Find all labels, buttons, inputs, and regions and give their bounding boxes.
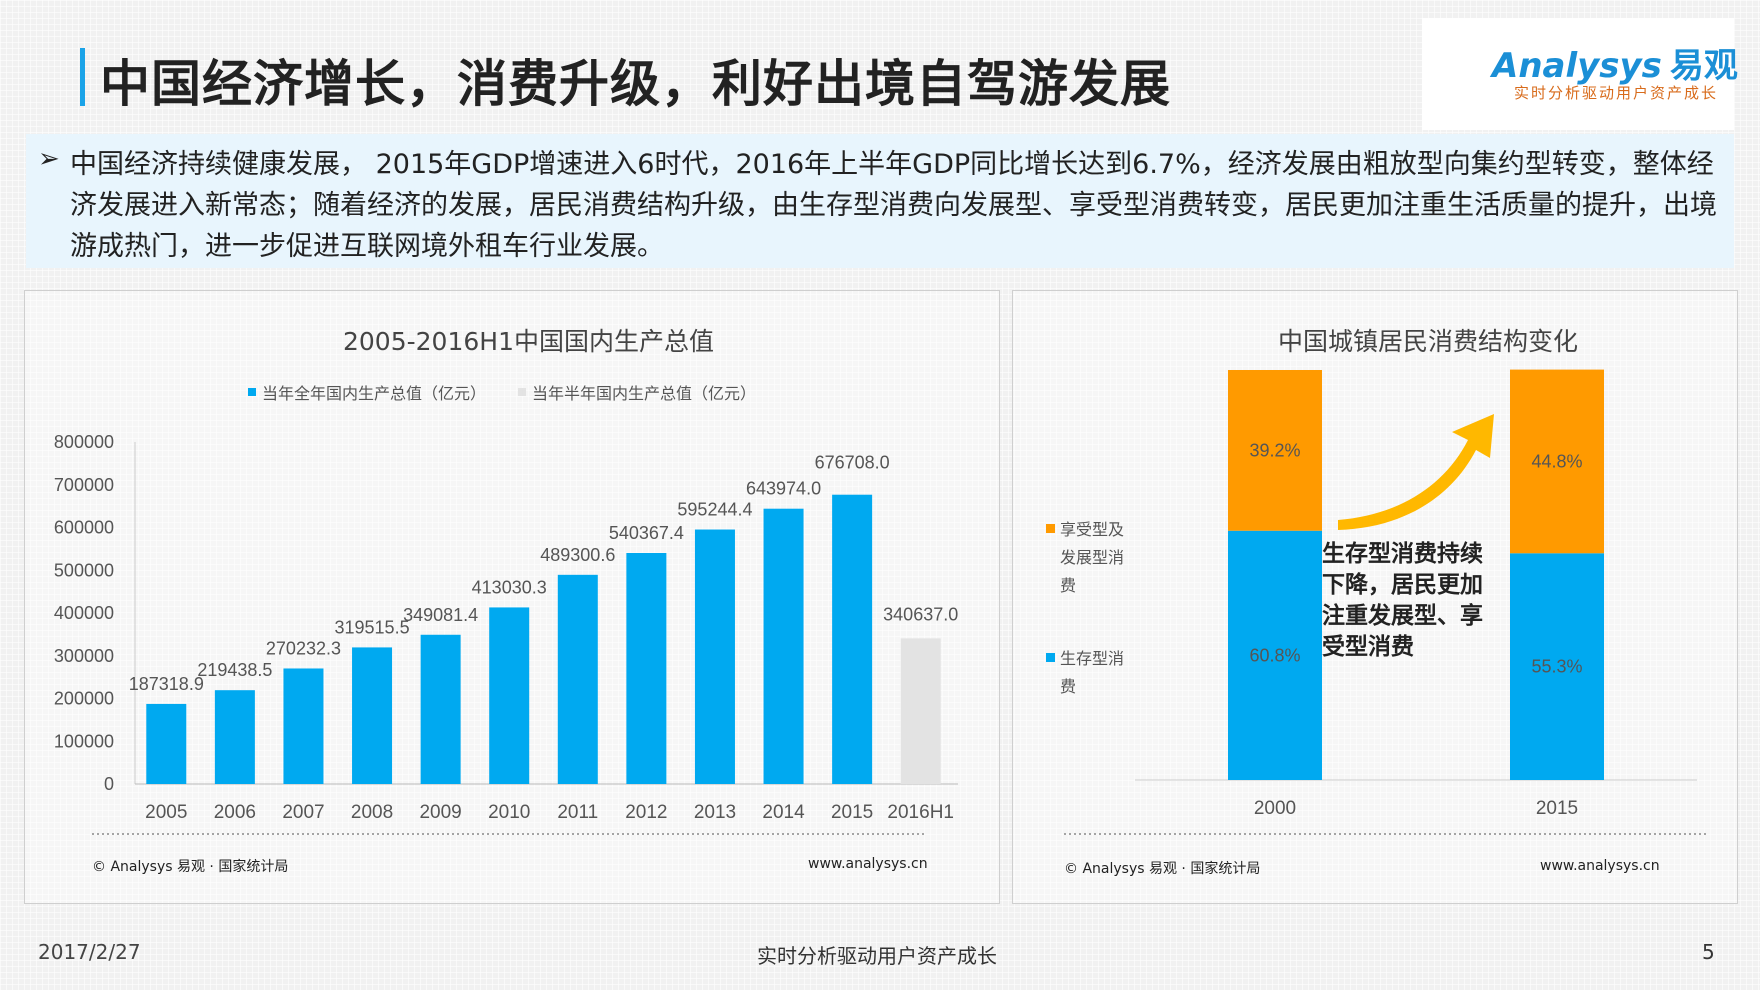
gdp-legend-label-full-year: 当年全年国内生产总值（亿元） [262,384,486,403]
legend-label-survival: 生存型消 [1060,649,1124,668]
gdp-x-tick-label: 2016H1 [887,802,954,823]
development-consumption-bar [1228,370,1322,531]
logo-cn-text: 易观 [1669,46,1738,86]
gdp-y-tick-label: 200000 [54,689,114,709]
gdp-bar [900,638,941,784]
gdp-x-tick-label: 2007 [282,802,324,823]
gdp-x-tick-label: 2011 [557,802,598,823]
gdp-bar [489,607,530,784]
gdp-y-tick-label: 500000 [54,560,114,580]
gdp-data-label: 643974.0 [746,479,821,499]
gdp-data-label: 270232.3 [266,638,341,658]
gdp-data-label: 540367.4 [609,523,684,543]
logo-text: Analysys [1492,46,1662,86]
consumption-data-label: 55.3% [1531,657,1582,677]
gdp-legend-label-half-year: 当年半年国内生产总值（亿元） [532,384,756,403]
gdp-bar [146,703,187,784]
legend-label-survival: 费 [1060,677,1076,696]
consumption-x-tick-label: 2015 [1536,798,1578,819]
gdp-y-tick-label: 600000 [54,518,114,538]
gdp-data-label: 676708.0 [815,453,890,473]
summary-box: ➢ 中国经济持续健康发展， 2015年GDP增速进入6时代，2016年上半年GD… [26,134,1734,268]
left-source: © Analysys 易观 · 国家统计局 [92,859,289,875]
gdp-data-label: 413030.3 [472,577,547,597]
left-source-url: www.analysys.cn [808,856,928,872]
gdp-bar [283,668,324,784]
gdp-bar [557,574,598,784]
legend-swatch-survival [1046,653,1055,662]
bullet-arrow-icon: ➢ [38,144,60,174]
gdp-x-tick-label: 2014 [762,802,805,823]
gdp-legend-swatch-half-year [518,388,526,396]
gdp-bar [420,634,461,784]
right-source: © Analysys 易观 · 国家统计局 [1064,861,1261,877]
gdp-data-label: 349081.4 [403,605,478,625]
legend-label-development: 发展型消 [1060,548,1124,567]
logo: Analysys 易观 实时分析驱动用户资产成长 [1422,18,1738,130]
gdp-x-tick-label: 2012 [625,802,667,823]
gdp-bar [832,494,873,784]
legend-swatch-development [1046,524,1055,533]
consumption-x-tick-label: 2000 [1254,798,1296,819]
gdp-data-label: 489300.6 [540,545,615,565]
consumption-chart-panel [1012,290,1738,904]
gdp-x-tick-label: 2008 [351,802,393,823]
footer-date: 2017/2/27 [38,940,141,964]
trend-annotation: 受型消费 [1322,633,1414,660]
gdp-y-tick-label: 400000 [54,603,114,623]
trend-annotation: 生存型消费持续 [1322,540,1483,567]
gdp-y-tick-label: 0 [104,774,114,794]
consumption-data-label: 44.8% [1531,451,1582,471]
gdp-y-tick-label: 700000 [54,475,114,495]
trend-annotation: 注重发展型、享 [1322,602,1483,629]
gdp-x-tick-label: 2013 [694,802,736,823]
right-source-url: www.analysys.cn [1540,858,1660,874]
gdp-x-tick-label: 2015 [831,802,873,823]
gdp-bar [763,508,804,784]
gdp-data-label: 340637.0 [883,604,958,624]
survival-consumption-bar [1228,530,1322,780]
footer-slogan: 实时分析驱动用户资产成长 [757,944,997,968]
gdp-bar [694,529,735,784]
gdp-data-label: 219438.5 [197,660,272,680]
gdp-legend-swatch-full-year [248,388,256,396]
trend-arrow-icon [1338,414,1494,530]
gdp-y-tick-label: 100000 [54,731,114,751]
page-title: 中国经济增长，消费升级，利好出境自驾游发展 [100,55,1171,113]
legend-label-development: 享受型及 [1060,520,1124,539]
consumption-chart-title: 中国城镇居民消费结构变化 [1278,327,1579,356]
page-number: 5 [1702,940,1715,964]
gdp-data-label: 595244.4 [677,500,752,520]
gdp-bar [352,647,393,784]
legend-label-development: 费 [1060,576,1076,595]
gdp-data-label: 319515.5 [335,617,410,637]
gdp-x-tick-label: 2005 [145,802,187,823]
trend-annotation: 下降，居民更加 [1322,572,1483,598]
development-consumption-bar [1510,369,1604,554]
title-accent-bar [80,48,85,106]
gdp-x-tick-label: 2009 [419,802,461,823]
gdp-x-tick-label: 2006 [214,802,256,823]
gdp-x-tick-label: 2010 [488,802,530,823]
gdp-chart-title: 2005-2016H1中国国内生产总值 [343,327,714,356]
gdp-bar [626,552,667,784]
gdp-data-label: 187318.9 [129,674,204,694]
logo-slogan: 实时分析驱动用户资产成长 [1514,84,1719,102]
gdp-bar [214,690,255,784]
consumption-data-label: 60.8% [1249,645,1300,665]
consumption-data-label: 39.2% [1249,440,1300,460]
survival-consumption-bar [1510,553,1604,780]
summary-text: 中国经济持续健康发展， 2015年GDP增速进入6时代，2016年上半年GDP同… [70,149,1717,262]
gdp-y-tick-label: 300000 [54,646,114,666]
gdp-y-tick-label: 800000 [54,432,114,452]
